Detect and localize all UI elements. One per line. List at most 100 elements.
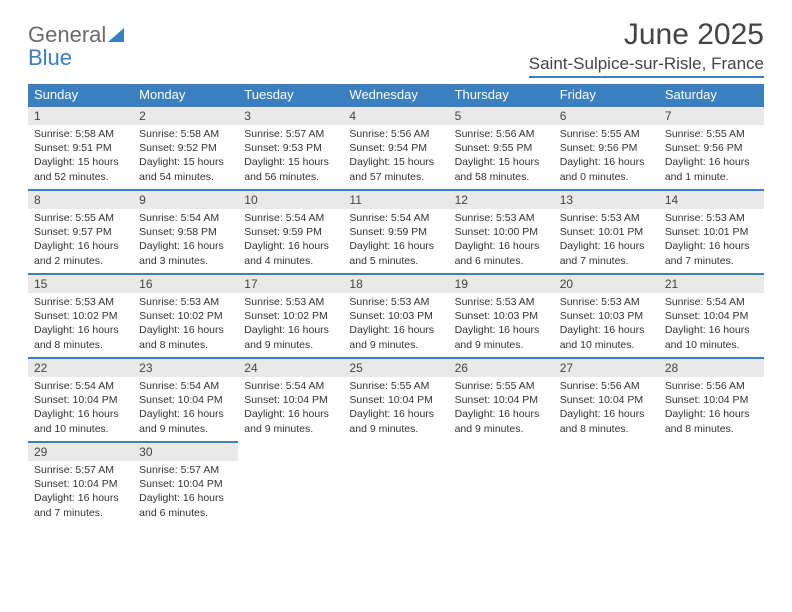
day-body: Sunrise: 5:53 AMSunset: 10:03 PMDaylight… xyxy=(554,293,659,356)
calendar-cell: 30Sunrise: 5:57 AMSunset: 10:04 PMDaylig… xyxy=(133,441,238,525)
day-number: 15 xyxy=(28,273,133,293)
sunset-text: Sunset: 9:59 PM xyxy=(349,225,442,239)
calendar-cell: 11Sunrise: 5:54 AMSunset: 9:59 PMDayligh… xyxy=(343,189,448,273)
sunset-text: Sunset: 10:02 PM xyxy=(34,309,127,323)
day-body: Sunrise: 5:54 AMSunset: 9:59 PMDaylight:… xyxy=(343,209,448,272)
daylight-text-1: Daylight: 15 hours xyxy=(139,155,232,169)
sunrise-text: Sunrise: 5:54 AM xyxy=(34,379,127,393)
sunset-text: Sunset: 9:53 PM xyxy=(244,141,337,155)
sunrise-text: Sunrise: 5:54 AM xyxy=(139,211,232,225)
calendar-cell: 29Sunrise: 5:57 AMSunset: 10:04 PMDaylig… xyxy=(28,441,133,525)
calendar-cell: 4Sunrise: 5:56 AMSunset: 9:54 PMDaylight… xyxy=(343,105,448,189)
day-number: 29 xyxy=(28,441,133,461)
sunset-text: Sunset: 9:51 PM xyxy=(34,141,127,155)
calendar-cell: 14Sunrise: 5:53 AMSunset: 10:01 PMDaylig… xyxy=(659,189,764,273)
weekday-header: Monday xyxy=(133,84,238,105)
day-number: 20 xyxy=(554,273,659,293)
daylight-text-1: Daylight: 16 hours xyxy=(139,239,232,253)
weekday-header: Friday xyxy=(554,84,659,105)
daylight-text-2: and 10 minutes. xyxy=(34,422,127,436)
calendar-cell: 25Sunrise: 5:55 AMSunset: 10:04 PMDaylig… xyxy=(343,357,448,441)
sunrise-text: Sunrise: 5:56 AM xyxy=(665,379,758,393)
sunset-text: Sunset: 9:54 PM xyxy=(349,141,442,155)
sunrise-text: Sunrise: 5:53 AM xyxy=(455,211,548,225)
daylight-text-2: and 54 minutes. xyxy=(139,170,232,184)
sunset-text: Sunset: 10:04 PM xyxy=(560,393,653,407)
sunrise-text: Sunrise: 5:53 AM xyxy=(34,295,127,309)
sunset-text: Sunset: 10:04 PM xyxy=(665,309,758,323)
sunset-text: Sunset: 9:56 PM xyxy=(665,141,758,155)
daylight-text-2: and 8 minutes. xyxy=(665,422,758,436)
brand-part2: Blue xyxy=(28,45,72,70)
daylight-text-1: Daylight: 16 hours xyxy=(349,239,442,253)
sunrise-text: Sunrise: 5:53 AM xyxy=(560,295,653,309)
daylight-text-2: and 10 minutes. xyxy=(560,338,653,352)
sunrise-text: Sunrise: 5:55 AM xyxy=(665,127,758,141)
day-body: Sunrise: 5:57 AMSunset: 9:53 PMDaylight:… xyxy=(238,125,343,188)
day-body: Sunrise: 5:53 AMSunset: 10:02 PMDaylight… xyxy=(133,293,238,356)
calendar-cell: 9Sunrise: 5:54 AMSunset: 9:58 PMDaylight… xyxy=(133,189,238,273)
calendar-cell: 8Sunrise: 5:55 AMSunset: 9:57 PMDaylight… xyxy=(28,189,133,273)
day-number: 3 xyxy=(238,105,343,125)
calendar-cell: 3Sunrise: 5:57 AMSunset: 9:53 PMDaylight… xyxy=(238,105,343,189)
brand-part1: General xyxy=(28,22,106,47)
day-body: Sunrise: 5:56 AMSunset: 10:04 PMDaylight… xyxy=(554,377,659,440)
calendar-cell: 10Sunrise: 5:54 AMSunset: 9:59 PMDayligh… xyxy=(238,189,343,273)
daylight-text-1: Daylight: 16 hours xyxy=(560,323,653,337)
sunrise-text: Sunrise: 5:55 AM xyxy=(560,127,653,141)
sunrise-text: Sunrise: 5:53 AM xyxy=(349,295,442,309)
sunset-text: Sunset: 10:03 PM xyxy=(455,309,548,323)
daylight-text-2: and 9 minutes. xyxy=(349,338,442,352)
daylight-text-1: Daylight: 16 hours xyxy=(665,239,758,253)
day-number: 5 xyxy=(449,105,554,125)
daylight-text-1: Daylight: 16 hours xyxy=(34,407,127,421)
daylight-text-2: and 52 minutes. xyxy=(34,170,127,184)
sunrise-text: Sunrise: 5:58 AM xyxy=(139,127,232,141)
day-body: Sunrise: 5:54 AMSunset: 10:04 PMDaylight… xyxy=(28,377,133,440)
sunset-text: Sunset: 10:01 PM xyxy=(665,225,758,239)
day-body: Sunrise: 5:55 AMSunset: 9:57 PMDaylight:… xyxy=(28,209,133,272)
daylight-text-2: and 9 minutes. xyxy=(244,422,337,436)
daylight-text-1: Daylight: 16 hours xyxy=(560,155,653,169)
daylight-text-2: and 7 minutes. xyxy=(665,254,758,268)
sunset-text: Sunset: 10:04 PM xyxy=(349,393,442,407)
calendar-cell xyxy=(449,441,554,525)
day-body: Sunrise: 5:53 AMSunset: 10:01 PMDaylight… xyxy=(659,209,764,272)
daylight-text-1: Daylight: 16 hours xyxy=(455,323,548,337)
day-number: 30 xyxy=(133,441,238,461)
calendar-cell: 15Sunrise: 5:53 AMSunset: 10:02 PMDaylig… xyxy=(28,273,133,357)
calendar-cell xyxy=(343,441,448,525)
daylight-text-2: and 5 minutes. xyxy=(349,254,442,268)
day-body: Sunrise: 5:57 AMSunset: 10:04 PMDaylight… xyxy=(28,461,133,524)
sunset-text: Sunset: 10:04 PM xyxy=(139,477,232,491)
day-body: Sunrise: 5:55 AMSunset: 9:56 PMDaylight:… xyxy=(554,125,659,188)
sunrise-text: Sunrise: 5:54 AM xyxy=(665,295,758,309)
daylight-text-1: Daylight: 16 hours xyxy=(455,407,548,421)
day-body: Sunrise: 5:55 AMSunset: 10:04 PMDaylight… xyxy=(449,377,554,440)
calendar-head: SundayMondayTuesdayWednesdayThursdayFrid… xyxy=(28,84,764,105)
sunrise-text: Sunrise: 5:54 AM xyxy=(139,379,232,393)
daylight-text-2: and 0 minutes. xyxy=(560,170,653,184)
brand-logo: General Blue xyxy=(28,24,128,70)
sunrise-text: Sunrise: 5:55 AM xyxy=(349,379,442,393)
sunrise-text: Sunrise: 5:57 AM xyxy=(139,463,232,477)
calendar-week: 8Sunrise: 5:55 AMSunset: 9:57 PMDaylight… xyxy=(28,189,764,273)
sunset-text: Sunset: 10:02 PM xyxy=(244,309,337,323)
daylight-text-2: and 7 minutes. xyxy=(560,254,653,268)
day-number: 1 xyxy=(28,105,133,125)
day-number: 24 xyxy=(238,357,343,377)
calendar-cell: 2Sunrise: 5:58 AMSunset: 9:52 PMDaylight… xyxy=(133,105,238,189)
day-body: Sunrise: 5:53 AMSunset: 10:02 PMDaylight… xyxy=(238,293,343,356)
calendar-cell: 5Sunrise: 5:56 AMSunset: 9:55 PMDaylight… xyxy=(449,105,554,189)
daylight-text-2: and 1 minute. xyxy=(665,170,758,184)
day-number: 11 xyxy=(343,189,448,209)
sunset-text: Sunset: 9:52 PM xyxy=(139,141,232,155)
day-number: 28 xyxy=(659,357,764,377)
day-number: 13 xyxy=(554,189,659,209)
sunrise-text: Sunrise: 5:54 AM xyxy=(244,211,337,225)
sunset-text: Sunset: 9:58 PM xyxy=(139,225,232,239)
calendar-cell: 27Sunrise: 5:56 AMSunset: 10:04 PMDaylig… xyxy=(554,357,659,441)
day-number: 6 xyxy=(554,105,659,125)
calendar-cell xyxy=(554,441,659,525)
sunrise-text: Sunrise: 5:56 AM xyxy=(349,127,442,141)
